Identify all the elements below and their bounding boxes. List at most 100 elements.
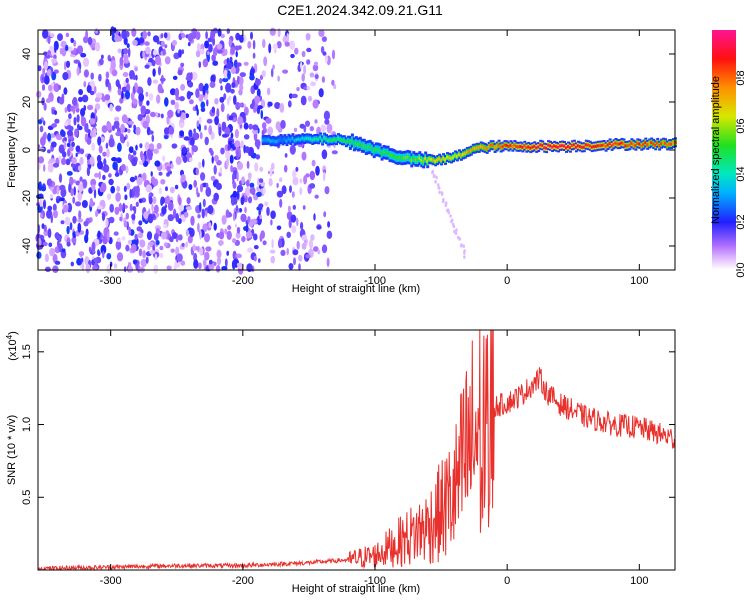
- track-cell: [549, 144, 553, 148]
- noise-speckle: [226, 62, 233, 69]
- noise-speckle: [146, 100, 150, 106]
- x-tick-label: -300: [100, 575, 122, 587]
- noise-speckle: [66, 225, 70, 235]
- noise-speckle: [142, 172, 147, 182]
- noise-speckle: [301, 151, 307, 161]
- noise-speckle: [270, 219, 273, 226]
- track-cell: [473, 147, 477, 150]
- noise-speckle: [274, 102, 281, 109]
- noise-speckle: [129, 188, 132, 199]
- noise-speckle: [132, 150, 137, 156]
- noise-speckle: [191, 71, 198, 81]
- noise-speckle: [172, 75, 178, 80]
- noise-speckle: [41, 97, 45, 106]
- noise-speckle: [43, 164, 46, 172]
- track-cell: [352, 142, 356, 146]
- noise-speckle: [150, 111, 156, 118]
- noise-speckle: [227, 225, 232, 231]
- noise-speckle: [135, 126, 141, 136]
- noise-speckle: [261, 129, 265, 136]
- noise-speckle: [53, 110, 58, 116]
- noise-speckle: [205, 246, 212, 252]
- noise-speckle: [72, 196, 76, 204]
- noise-speckle: [237, 116, 244, 126]
- noise-speckle: [247, 196, 253, 204]
- noise-speckle: [125, 165, 129, 174]
- noise-speckle: [219, 96, 225, 103]
- noise-speckle: [253, 233, 258, 241]
- noise-speckle: [39, 213, 43, 219]
- track-cell: [430, 157, 434, 161]
- noise-speckle: [331, 150, 338, 155]
- noise-speckle: [105, 142, 109, 149]
- track-cell: [293, 139, 297, 143]
- track-cell: [358, 142, 362, 146]
- track-cell: [632, 143, 636, 147]
- noise-speckle: [95, 28, 98, 34]
- noise-speckle: [264, 201, 269, 207]
- noise-speckle: [258, 178, 264, 184]
- noise-speckle: [91, 38, 96, 45]
- track-cell: [289, 138, 293, 142]
- noise-speckle: [114, 206, 120, 215]
- noise-speckle: [176, 253, 183, 262]
- noise-speckle: [306, 59, 311, 65]
- noise-speckle: [164, 56, 171, 65]
- noise-speckle: [204, 136, 209, 146]
- track-cell: [455, 154, 459, 158]
- noise-speckle: [277, 238, 283, 249]
- noise-speckle: [268, 43, 272, 54]
- noise-speckle: [81, 261, 85, 272]
- noise-speckle: [231, 82, 236, 88]
- snr-frame: [37, 329, 676, 571]
- noise-speckle: [216, 249, 222, 259]
- noise-speckle: [53, 83, 60, 93]
- noise-speckle: [314, 74, 319, 80]
- noise-speckle: [291, 93, 298, 99]
- noise-speckle: [115, 192, 121, 202]
- noise-speckle: [91, 241, 96, 252]
- noise-speckle: [253, 245, 259, 250]
- noise-speckle: [189, 157, 193, 163]
- noise-speckle: [93, 85, 97, 94]
- noise-speckle: [235, 204, 239, 213]
- track-cell: [572, 143, 576, 147]
- track-cell: [662, 141, 666, 145]
- noise-speckle: [59, 184, 66, 191]
- spectrogram-y-axis: -40 -20 0 20 40: [21, 48, 675, 254]
- noise-speckle: [227, 70, 231, 80]
- track-cell: [436, 158, 440, 162]
- track-cell: [660, 142, 664, 146]
- noise-speckle: [247, 172, 252, 180]
- noise-speckle: [64, 216, 71, 226]
- noise-speckle: [256, 186, 260, 192]
- track-cell: [277, 138, 281, 142]
- noise-speckle: [234, 128, 239, 139]
- noise-speckle: [169, 88, 177, 96]
- noise-speckle: [147, 213, 154, 224]
- noise-speckle: [100, 182, 107, 193]
- track-cell: [329, 138, 333, 142]
- noise-speckle: [72, 96, 78, 107]
- noise-speckle: [269, 27, 276, 36]
- noise-speckle: [249, 182, 255, 189]
- track-cell: [539, 143, 543, 147]
- noise-speckle: [236, 253, 242, 259]
- track-cell: [438, 157, 442, 161]
- track-cell: [557, 145, 560, 149]
- noise-speckle: [77, 184, 84, 193]
- noise-speckle: [249, 74, 255, 81]
- noise-speckle: [444, 203, 448, 208]
- noise-speckle: [463, 251, 466, 255]
- noise-speckle: [115, 105, 122, 112]
- noise-speckle: [300, 95, 307, 106]
- track-cell: [426, 159, 430, 163]
- noise-speckle: [49, 247, 56, 257]
- track-cell: [394, 155, 398, 159]
- noise-speckle: [193, 259, 199, 269]
- noise-speckle: [292, 170, 297, 179]
- noise-speckle: [299, 187, 303, 196]
- noise-speckle: [52, 203, 57, 212]
- noise-speckle: [188, 184, 193, 190]
- x-tick-label: -100: [364, 575, 386, 587]
